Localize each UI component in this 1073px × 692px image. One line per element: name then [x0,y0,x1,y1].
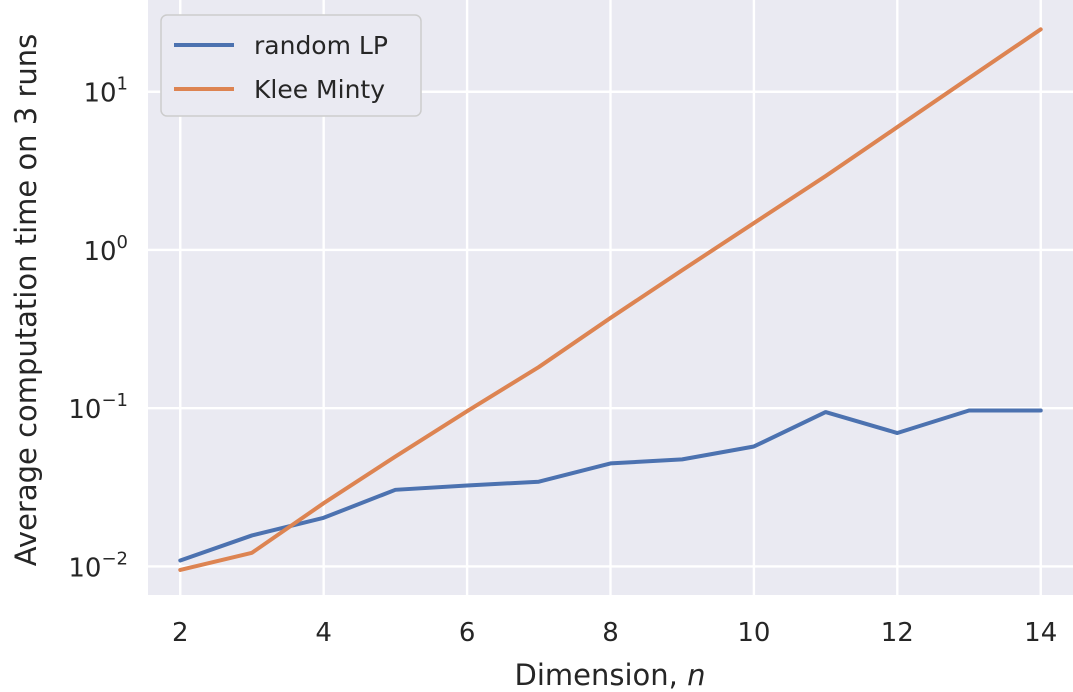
y-tick-labels: 10−2 10−1 100 101 [68,74,128,584]
x-axis-label: Dimension, n [515,658,706,692]
x-tick-label-14: 14 [1024,618,1057,648]
y-tick-label-3: 101 [83,74,128,109]
x-tick-label-2: 2 [172,618,189,648]
legend-label-klee-minty: Klee Minty [254,75,385,104]
y-tick-label-0: 10−2 [68,548,128,583]
x-tick-label-4: 4 [315,618,332,648]
series-line-klee-minty [178,27,1043,572]
grid-lines [148,0,1073,595]
x-tick-label-8: 8 [602,618,619,648]
y-tick-label-2: 100 [83,232,128,267]
series-lines [178,27,1043,572]
y-tick-label-1: 10−1 [68,390,128,425]
x-tick-label-12: 12 [881,618,914,648]
legend-label-random-lp: random LP [254,31,388,60]
legend: random LP Klee Minty [160,14,422,117]
y-axis-label: Average computation time on 3 runs [9,34,43,566]
x-tick-labels: 2 4 6 8 10 12 14 [172,618,1057,648]
x-tick-label-10: 10 [737,618,770,648]
x-tick-label-6: 6 [459,618,476,648]
series-line-random-lp [178,408,1043,563]
